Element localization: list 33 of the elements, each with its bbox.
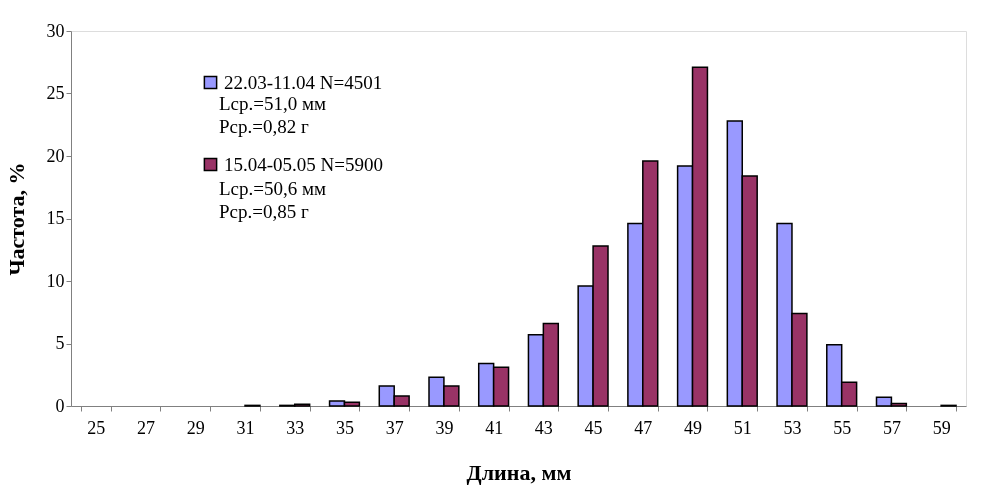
x-tick-label: 25 <box>87 417 106 438</box>
y-tick-label: 10 <box>46 270 65 291</box>
x-tick-label: 35 <box>335 417 354 438</box>
y-tick-label: 5 <box>55 333 65 353</box>
annotation: Рср.=0,85 г <box>219 201 309 222</box>
x-tick-label: 39 <box>435 417 454 438</box>
y-tick-label: 0 <box>55 395 65 416</box>
x-tick-label: 43 <box>534 417 553 438</box>
x-tick-label: 29 <box>186 417 205 438</box>
y-tick-label: 25 <box>46 83 65 103</box>
x-tick-label: 53 <box>783 417 802 438</box>
annotation: Lср.=51,0 мм <box>219 93 327 114</box>
x-tick-label: 27 <box>137 417 156 438</box>
x-tick-label: 55 <box>833 417 852 438</box>
x-tick-label: 47 <box>634 417 653 438</box>
y-tick-label: 20 <box>46 145 65 166</box>
x-tick-label: 41 <box>485 417 504 438</box>
annotation: Рср.=0,82 г <box>219 116 309 137</box>
y-tick-label: 30 <box>46 20 65 41</box>
x-tick-label: 31 <box>236 417 255 438</box>
x-tick-label: 37 <box>385 417 404 438</box>
x-tick-label: 51 <box>733 417 752 438</box>
x-tick-label: 59 <box>932 417 951 438</box>
annotation: Lср.=50,6 мм <box>219 178 327 199</box>
x-tick-label: 49 <box>684 417 703 438</box>
legend-label: 15.04-05.05 N=5900 <box>224 153 384 175</box>
x-tick-label: 57 <box>882 417 901 438</box>
x-axis-title: Длина, мм <box>466 459 572 485</box>
y-axis-title: Частота, % <box>3 162 29 276</box>
x-tick-label: 33 <box>286 417 305 438</box>
x-tick-label: 45 <box>584 417 603 438</box>
legend-label: 22.03-11.04 N=4501 <box>224 71 383 93</box>
y-tick-label: 15 <box>46 208 65 228</box>
